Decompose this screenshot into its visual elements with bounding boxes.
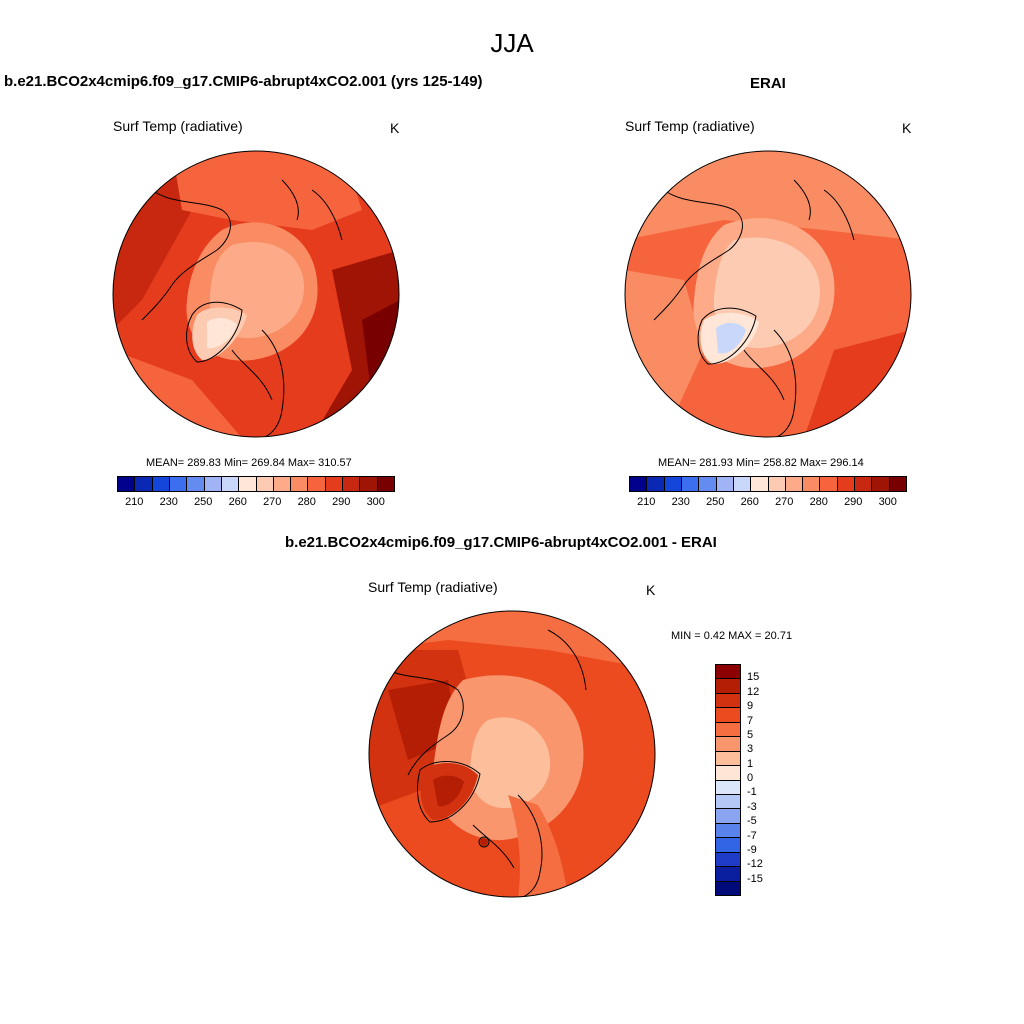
colorbar-swatch bbox=[681, 477, 700, 491]
panel2-units: K bbox=[902, 120, 912, 136]
colorbar-swatch bbox=[152, 477, 170, 491]
colorbar-tick-label: 15 bbox=[747, 671, 760, 684]
colorbar-tick-label: -9 bbox=[747, 843, 757, 856]
panel3-stats: MIN = 0.42 MAX = 20.71 bbox=[671, 630, 793, 642]
colorbar-swatch bbox=[187, 477, 205, 491]
colorbar-tick-label: -12 bbox=[747, 858, 763, 871]
colorbar-tick-label: 12 bbox=[747, 685, 760, 698]
colorbar-swatch bbox=[716, 679, 740, 694]
colorbar-tick-label: 230 bbox=[671, 496, 690, 508]
colorbar-swatch bbox=[716, 477, 734, 491]
colorbar-swatch bbox=[855, 477, 873, 491]
colorbar-swatch bbox=[204, 477, 222, 491]
colorbar-swatch bbox=[118, 477, 136, 491]
colorbar-tick-label: 3 bbox=[747, 743, 754, 756]
colorbar-swatch bbox=[291, 477, 309, 491]
colorbar-swatch bbox=[716, 809, 740, 824]
panel3-polar-map bbox=[368, 610, 656, 898]
colorbar-swatch bbox=[360, 477, 378, 491]
colorbar-tick-label: 290 bbox=[844, 496, 863, 508]
panel2-stats: MEAN= 281.93 Min= 258.82 Max= 296.14 bbox=[658, 457, 864, 469]
colorbar-tick-label: 9 bbox=[747, 700, 754, 713]
colorbar-swatch bbox=[716, 665, 740, 680]
panel1-variable: Surf Temp (radiative) bbox=[113, 118, 243, 134]
colorbar-swatch bbox=[872, 477, 890, 491]
colorbar-swatch bbox=[716, 867, 740, 882]
colorbar-swatch bbox=[343, 477, 361, 491]
colorbar-swatch bbox=[768, 477, 786, 491]
colorbar-swatch bbox=[256, 477, 274, 491]
colorbar-tick-label: 250 bbox=[194, 496, 213, 508]
colorbar-tick-label: 230 bbox=[159, 496, 178, 508]
colorbar-tick-label: -3 bbox=[747, 800, 757, 813]
colorbar-swatch bbox=[716, 766, 740, 781]
colorbar-tick-label: -1 bbox=[747, 786, 757, 799]
colorbar-tick-label: -5 bbox=[747, 815, 757, 828]
colorbar-swatch bbox=[716, 693, 740, 709]
colorbar-tick-label: 270 bbox=[775, 496, 794, 508]
colorbar-tick-label: 210 bbox=[125, 496, 144, 508]
colorbar-swatch bbox=[751, 477, 769, 491]
panel1-colorbar bbox=[117, 476, 395, 492]
colorbar-tick-label: 7 bbox=[747, 714, 754, 727]
colorbar-swatch bbox=[716, 751, 740, 767]
colorbar-tick-label: 1 bbox=[747, 757, 754, 770]
panel2-title: ERAI bbox=[750, 75, 786, 92]
panel2-variable: Surf Temp (radiative) bbox=[625, 118, 755, 134]
colorbar-swatch bbox=[664, 477, 682, 491]
colorbar-tick-label: 260 bbox=[228, 496, 247, 508]
colorbar-swatch bbox=[716, 794, 740, 810]
colorbar-swatch bbox=[716, 722, 740, 738]
colorbar-tick-label: -7 bbox=[747, 829, 757, 842]
colorbar-tick-label: 300 bbox=[366, 496, 385, 508]
panel1-stats: MEAN= 289.83 Min= 269.84 Max= 310.57 bbox=[146, 457, 352, 469]
colorbar-swatch bbox=[716, 737, 740, 752]
colorbar-swatch bbox=[239, 477, 257, 491]
colorbar-swatch bbox=[221, 477, 240, 491]
colorbar-swatch bbox=[325, 477, 344, 491]
colorbar-swatch bbox=[716, 881, 740, 895]
panel2-polar-map bbox=[624, 150, 912, 438]
colorbar-swatch bbox=[889, 477, 906, 491]
colorbar-swatch bbox=[135, 477, 153, 491]
colorbar-swatch bbox=[716, 852, 740, 868]
colorbar-tick-label: 300 bbox=[878, 496, 897, 508]
colorbar-swatch bbox=[820, 477, 838, 491]
colorbar-tick-label: 290 bbox=[332, 496, 351, 508]
panel3-title: b.e21.BCO2x4cmip6.f09_g17.CMIP6-abrupt4x… bbox=[285, 534, 717, 551]
colorbar-swatch bbox=[377, 477, 394, 491]
figure-title: JJA bbox=[490, 28, 534, 58]
colorbar-tick-label: 260 bbox=[740, 496, 759, 508]
colorbar-swatch bbox=[169, 477, 188, 491]
colorbar-swatch bbox=[803, 477, 821, 491]
colorbar-swatch bbox=[716, 780, 740, 795]
colorbar-swatch bbox=[273, 477, 292, 491]
colorbar-tick-label: 270 bbox=[263, 496, 282, 508]
colorbar-swatch bbox=[733, 477, 752, 491]
panel3-variable: Surf Temp (radiative) bbox=[368, 579, 498, 595]
colorbar-swatch bbox=[647, 477, 665, 491]
colorbar-tick-label: 250 bbox=[706, 496, 725, 508]
colorbar-tick-label: -15 bbox=[747, 872, 763, 885]
colorbar-swatch bbox=[630, 477, 648, 491]
colorbar-swatch bbox=[716, 823, 740, 839]
colorbar-swatch bbox=[837, 477, 856, 491]
colorbar-tick-label: 280 bbox=[809, 496, 828, 508]
colorbar-swatch bbox=[716, 838, 740, 853]
colorbar-tick-label: 5 bbox=[747, 728, 754, 741]
panel3-colorbar bbox=[715, 664, 741, 896]
panel1-polar-map bbox=[112, 150, 400, 438]
colorbar-tick-label: 0 bbox=[747, 772, 754, 784]
colorbar-swatch bbox=[699, 477, 717, 491]
colorbar-swatch bbox=[716, 708, 740, 723]
colorbar-tick-label: 280 bbox=[297, 496, 316, 508]
panel1-units: K bbox=[390, 120, 400, 136]
panel1-title: b.e21.BCO2x4cmip6.f09_g17.CMIP6-abrupt4x… bbox=[4, 73, 483, 90]
colorbar-tick-label: 210 bbox=[637, 496, 656, 508]
colorbar-swatch bbox=[308, 477, 326, 491]
panel3-units: K bbox=[646, 582, 656, 598]
panel2-colorbar bbox=[629, 476, 907, 492]
colorbar-swatch bbox=[785, 477, 804, 491]
